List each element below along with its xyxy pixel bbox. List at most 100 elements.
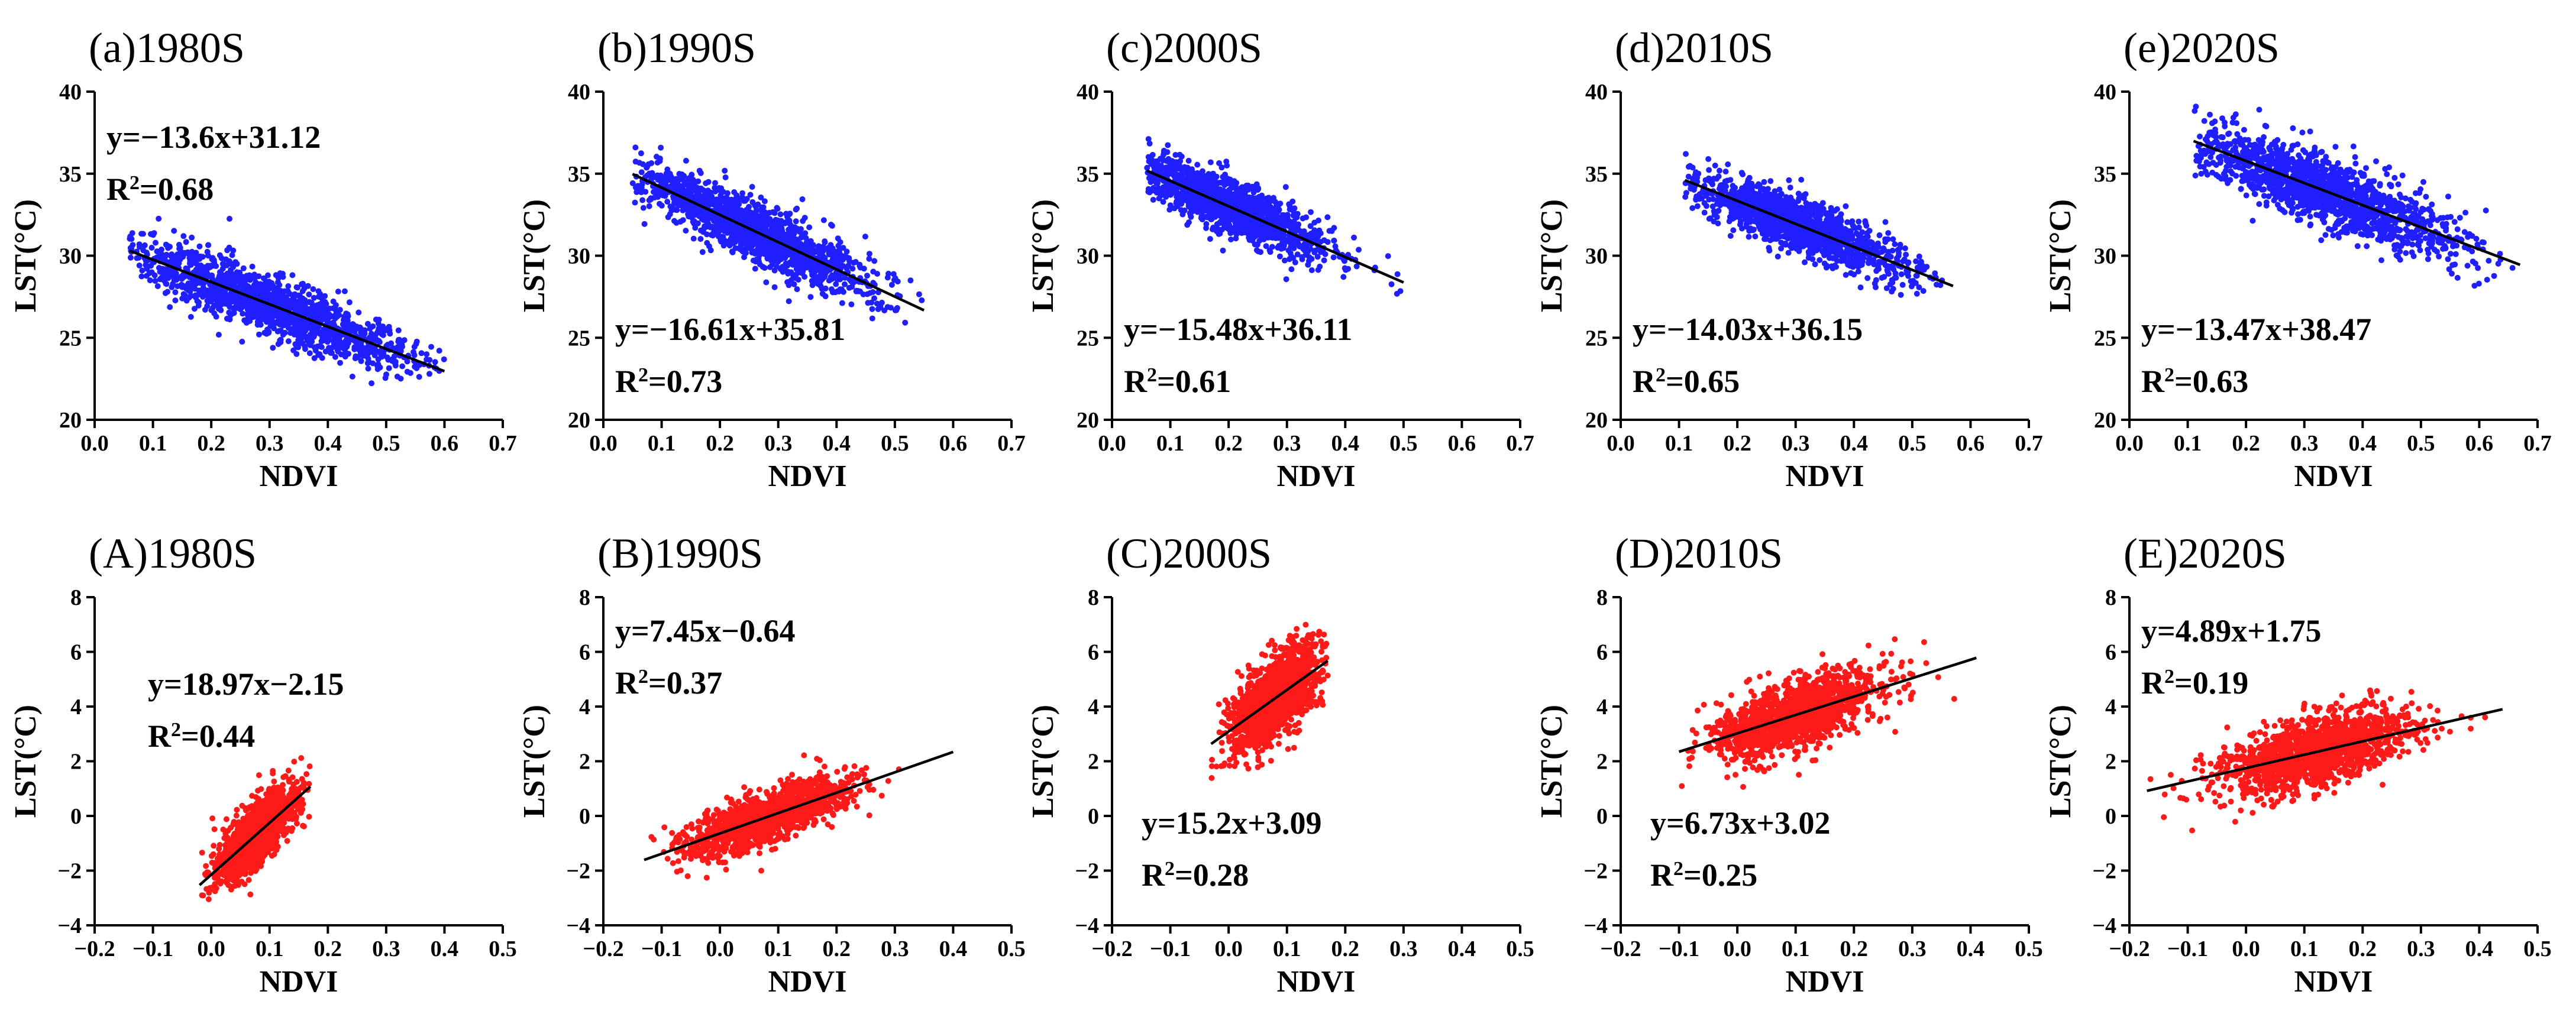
data-point	[191, 306, 198, 312]
data-point	[1228, 237, 1234, 242]
data-point	[306, 291, 312, 297]
data-point	[286, 290, 292, 297]
data-point	[221, 297, 227, 304]
data-point	[837, 286, 843, 293]
data-point	[771, 284, 778, 290]
data-point	[399, 363, 406, 370]
y-axis-label: LST(°C)	[1026, 199, 1060, 312]
data-point	[1188, 213, 1194, 219]
data-point	[741, 197, 747, 204]
data-point	[1227, 230, 1234, 237]
data-point	[267, 316, 274, 322]
data-point	[136, 263, 143, 268]
data-point	[800, 218, 806, 224]
data-point	[1310, 235, 1316, 241]
data-point	[1182, 192, 1189, 198]
data-point	[232, 304, 238, 311]
data-point	[1197, 207, 1203, 213]
data-point	[1330, 254, 1337, 261]
data-point	[213, 263, 219, 269]
data-point	[738, 241, 744, 248]
data-point	[1388, 281, 1395, 287]
data-point	[291, 293, 298, 299]
data-point	[1694, 203, 1701, 209]
y-tick-label: 40	[1077, 80, 1099, 105]
data-point	[277, 309, 284, 315]
data-point	[797, 241, 804, 247]
data-point	[1299, 256, 1305, 263]
data-point	[707, 189, 714, 196]
data-point	[632, 144, 639, 151]
data-point	[835, 255, 841, 262]
r-squared-label: R2=0.73	[615, 364, 722, 399]
data-point	[1305, 261, 1311, 268]
data-point	[1221, 176, 1228, 182]
data-point	[1198, 215, 1204, 221]
data-point	[826, 251, 833, 258]
data-point	[441, 356, 447, 362]
data-point	[180, 233, 187, 239]
data-point	[177, 245, 183, 251]
data-point	[654, 160, 661, 166]
data-point	[670, 176, 676, 182]
data-point	[857, 264, 864, 271]
r-squared-value: =0.73	[648, 364, 722, 399]
regression-line	[632, 173, 925, 312]
data-point	[165, 271, 172, 277]
data-point	[1298, 228, 1304, 235]
data-point	[1291, 236, 1297, 242]
data-point	[318, 344, 325, 350]
data-point	[1787, 184, 1793, 191]
data-point	[1267, 249, 1274, 255]
data-point	[318, 312, 324, 318]
data-point	[1266, 195, 1272, 202]
data-point	[710, 230, 716, 237]
data-point	[397, 375, 404, 382]
data-point	[362, 352, 369, 359]
y-axis-label: LST(°C)	[9, 199, 43, 312]
data-point	[127, 245, 134, 251]
data-point	[183, 239, 189, 245]
data-point	[1216, 190, 1222, 197]
data-point	[640, 205, 647, 211]
data-point	[189, 234, 195, 241]
data-point	[717, 205, 723, 211]
data-point	[193, 294, 199, 301]
data-point	[215, 306, 222, 312]
data-point	[341, 288, 348, 294]
data-point	[335, 348, 341, 355]
data-point	[180, 254, 186, 260]
data-point	[370, 323, 376, 329]
data-point	[256, 273, 262, 280]
data-point	[1263, 243, 1269, 250]
data-point	[862, 234, 868, 240]
data-point	[1220, 247, 1226, 254]
data-point	[239, 285, 245, 291]
data-point	[819, 286, 825, 292]
data-point	[358, 346, 364, 353]
data-point	[788, 269, 794, 276]
data-point	[407, 370, 413, 376]
data-point	[746, 231, 753, 237]
data-point	[156, 215, 162, 222]
data-point	[263, 309, 270, 315]
data-point	[660, 179, 666, 186]
data-point	[1913, 258, 1919, 264]
data-point	[703, 180, 709, 186]
data-point	[1916, 253, 1922, 260]
data-point	[139, 267, 146, 274]
data-point	[788, 223, 794, 229]
data-point	[1233, 193, 1239, 200]
data-point	[799, 196, 806, 202]
data-point	[763, 279, 770, 286]
data-point	[209, 304, 216, 311]
data-point	[302, 333, 308, 339]
data-point	[706, 213, 713, 219]
data-point	[706, 243, 712, 250]
data-point	[157, 268, 163, 275]
data-point	[382, 375, 389, 381]
data-point	[664, 170, 670, 177]
data-point	[334, 313, 341, 320]
data-point	[389, 358, 396, 364]
